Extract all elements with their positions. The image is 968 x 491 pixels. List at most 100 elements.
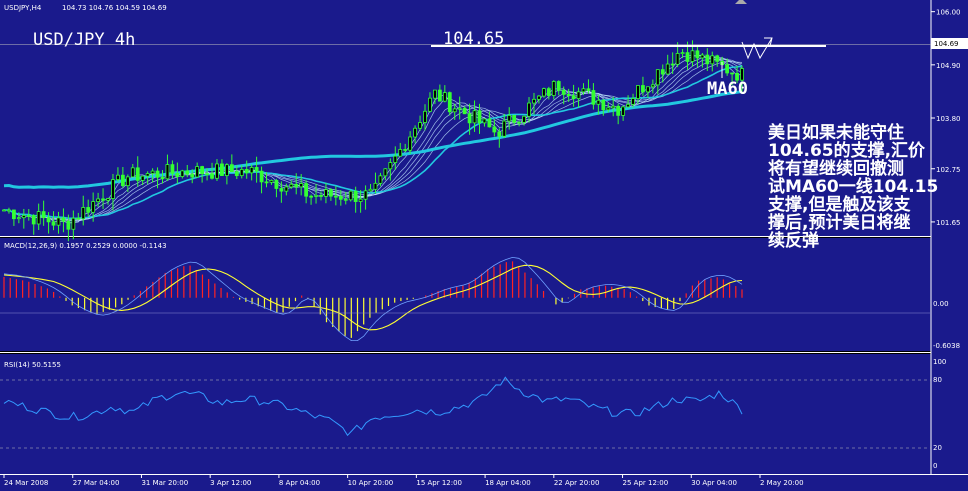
candle-body — [462, 107, 467, 115]
candle-body — [551, 81, 556, 96]
candle-body — [725, 64, 730, 74]
candle-body — [31, 215, 36, 225]
time-tick-label: 10 Apr 20:00 — [348, 479, 394, 487]
candle-body — [477, 110, 482, 124]
candle-body — [601, 99, 606, 111]
candle-body — [586, 88, 591, 91]
time-tick-label: 25 Apr 12:00 — [623, 479, 669, 487]
candle-body — [180, 170, 185, 177]
candle-body — [269, 180, 274, 183]
commentary-line: 续反弹 — [768, 231, 819, 251]
candle-body — [447, 92, 452, 113]
candle-body — [299, 183, 304, 188]
candle-body — [517, 121, 522, 124]
candle-body — [452, 108, 457, 113]
candle-body — [403, 149, 408, 151]
candle-body — [695, 50, 700, 59]
candle-body — [487, 118, 492, 128]
candle-body — [383, 168, 388, 177]
candle-body — [284, 186, 289, 192]
candle-body — [418, 122, 422, 129]
candle-body — [576, 91, 581, 99]
candle-body — [730, 72, 734, 75]
candle-body — [616, 105, 621, 116]
candle-body — [294, 183, 299, 188]
commentary-line: 试MA60一线104.15 — [768, 177, 939, 197]
candle-body — [76, 217, 81, 220]
commentary-line: 104.65的支撑,汇价 — [768, 141, 926, 161]
rsi-line-path — [3, 376, 743, 437]
candle-body — [631, 98, 635, 105]
candle-body — [215, 163, 219, 179]
candle-body — [353, 190, 358, 202]
candle-body — [611, 105, 616, 109]
candle-body — [472, 110, 477, 124]
macd-label: MACD(12,26,9) 0.1957 0.2529 0.0000 -0.11… — [4, 242, 167, 250]
candle-body — [244, 169, 249, 174]
candle-body — [101, 198, 105, 201]
time-tick-label: 27 Mar 04:00 — [73, 479, 120, 487]
candle-body — [368, 188, 373, 192]
candle-body — [259, 170, 264, 183]
candle-body — [497, 131, 502, 137]
candle-body — [319, 195, 323, 197]
candle-body — [680, 52, 685, 55]
candle-body — [492, 126, 497, 133]
candle-body — [51, 221, 56, 226]
macd-panel-bg — [0, 238, 931, 351]
commentary: 美日如果未能守住 104.65的支撑,汇价 将有望继续回撤测 试MA60一线10… — [768, 124, 968, 250]
time-tick-label: 18 Apr 04:00 — [485, 479, 531, 487]
candle-body — [2, 209, 6, 212]
candle-body — [437, 89, 442, 102]
candle-body — [71, 217, 76, 230]
candle-body — [636, 85, 640, 99]
candle-body — [645, 86, 650, 93]
candle-body — [120, 174, 125, 187]
candle-body — [116, 174, 120, 181]
symbol-label: USDJPY,H4 — [4, 4, 42, 12]
candle-body — [220, 163, 224, 176]
candle-body — [626, 103, 630, 108]
macd-main-line — [3, 256, 743, 342]
rsi-label: RSI(14) 50.5155 — [4, 361, 61, 369]
candle-body — [343, 198, 348, 201]
rsi-tick-20: 20 — [933, 444, 942, 452]
time-tick-label: 2 May 20:00 — [760, 479, 804, 487]
rsi-panel-bg — [0, 354, 931, 474]
candle-body — [378, 175, 383, 184]
candle-body — [106, 198, 110, 201]
candle-body — [165, 164, 170, 180]
candle-body — [373, 182, 378, 190]
candle-body — [507, 115, 512, 122]
candle-body — [205, 173, 209, 176]
candle-body — [150, 170, 155, 174]
rsi-tick-100: 100 — [933, 358, 946, 366]
candle-body — [155, 170, 160, 178]
projection-arrow — [741, 37, 773, 60]
candle-body — [7, 209, 11, 212]
candle-body — [185, 170, 190, 175]
candle-body — [224, 164, 229, 176]
commentary-line: 美日如果未能守住 — [768, 123, 904, 143]
candle-body — [309, 195, 313, 198]
candle-body — [16, 217, 21, 220]
current-price: 104.69 — [934, 40, 959, 48]
candle-body — [26, 215, 31, 217]
candle-body — [36, 211, 41, 225]
candle-body — [140, 175, 145, 181]
candle-body — [522, 115, 526, 123]
candle-body — [91, 201, 96, 213]
candle-body — [690, 50, 695, 62]
candle-body — [135, 167, 140, 181]
candle-body — [314, 195, 318, 197]
candle-body — [358, 198, 363, 202]
candle-body — [229, 164, 234, 173]
candle-body — [665, 63, 670, 75]
candle-body — [304, 183, 309, 197]
candle-body — [740, 68, 744, 81]
time-tick-label: 24 Mar 2008 — [4, 479, 48, 487]
candle-body — [467, 113, 472, 124]
candle-body — [388, 162, 393, 170]
candle-body — [408, 136, 413, 151]
